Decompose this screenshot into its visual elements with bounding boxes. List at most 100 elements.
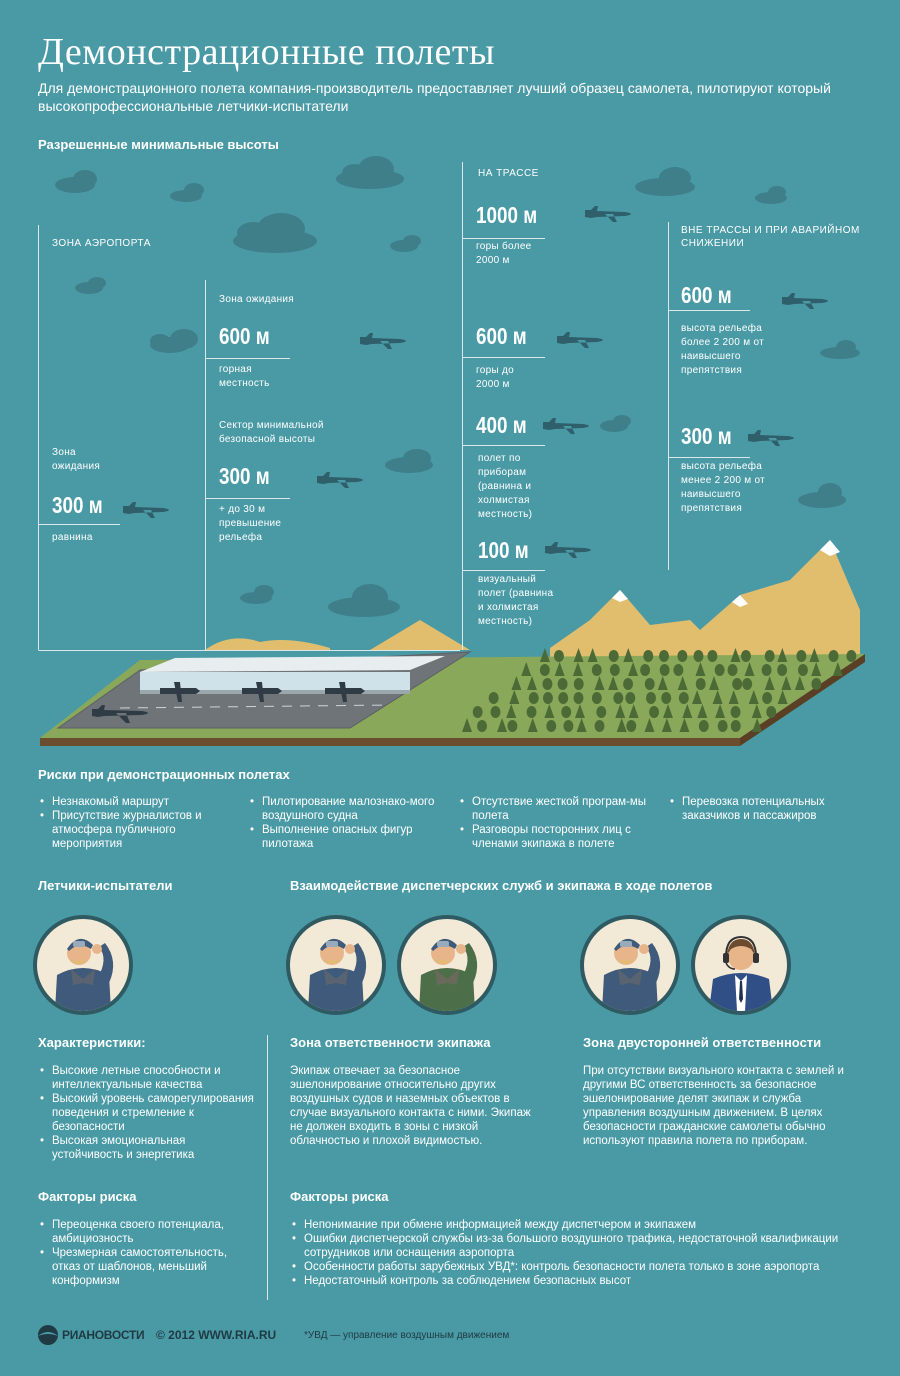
tree-icon [554, 662, 565, 676]
tree-icon [557, 678, 568, 690]
shared-zone-heading: Зона двусторонней ответственности [583, 1035, 822, 1050]
tree-icon [643, 650, 654, 662]
tree-icon [573, 692, 584, 704]
tree-icon [761, 664, 772, 676]
holding-altitude: 300 м [52, 492, 103, 518]
interaction-heading: Взаимодействие диспетчерских служб и эки… [290, 878, 713, 893]
tree-icon [712, 690, 723, 704]
tree-icon [553, 650, 564, 662]
msa-sector-altitude: 300 м [219, 463, 270, 489]
risks-column-4: Перевозка потенциальных заказчиков и пас… [668, 795, 868, 823]
tree-icon [740, 650, 751, 662]
risk-factor-item: Ошибки диспетчерской службы из-за большо… [290, 1232, 880, 1260]
off-route-altitude-1: 600 м [681, 282, 732, 308]
risk-item: Выполнение опасных фигур пилотажа [248, 823, 438, 851]
tree-icon [591, 692, 602, 704]
footnote: *УВД — управление воздушным движением [304, 1330, 510, 1341]
controller-avatar [691, 915, 791, 1015]
tree-icon [777, 648, 788, 662]
risk-factor-item: Переоценка своего потенциала, амбициозно… [38, 1218, 258, 1246]
interaction-risk-list: Непонимание при обмене информацией между… [290, 1218, 880, 1288]
crew-zone-text: Экипаж отвечает за безопасное эшелониров… [290, 1065, 531, 1147]
tree-icon [628, 662, 639, 676]
forest [462, 648, 857, 732]
characteristic-item: Высокий уровень саморегулирования поведе… [38, 1092, 258, 1134]
shared-zone-text: При отсутствии визуального контакта с зе… [583, 1065, 844, 1147]
characteristics-heading: Характеристики: [38, 1035, 146, 1050]
tree-icon [742, 678, 753, 690]
tree-icon [777, 664, 788, 676]
tree-icon [609, 664, 620, 676]
tree-icon [594, 720, 605, 732]
tree-icon [587, 648, 598, 662]
tree-icon [542, 678, 553, 690]
characteristics-list: Высокие летные способности и интеллектуа… [38, 1064, 258, 1162]
tree-icon [546, 720, 557, 732]
risks-column-3: Отсутствие жесткой програм-мы полета Раз… [458, 795, 653, 851]
holding-zone-note: горная местность [219, 364, 270, 389]
tree-icon [764, 650, 775, 662]
tree-icon [698, 720, 709, 732]
tree-icon [709, 676, 720, 690]
tree-icon [748, 690, 759, 704]
tree-icon [527, 718, 538, 732]
ria-logo-text: РИАНОВОСТИ [62, 1328, 145, 1342]
tree-icon [608, 676, 619, 690]
mountains [205, 540, 860, 660]
route-altitude-2: 600 м [476, 323, 527, 349]
risk-factor-item: Непонимание при обмене информацией между… [290, 1218, 880, 1232]
tree-icon [662, 704, 673, 718]
tree-icon [727, 664, 738, 676]
off-route-note-2: высота рельефа менее 2 200 м от наивысше… [681, 461, 766, 514]
tree-icon [628, 704, 639, 718]
risks-column-2: Пилотирование малознако-мого воздушного … [248, 795, 438, 851]
tree-icon [613, 692, 624, 704]
tree-icon [511, 676, 522, 690]
tree-icon [509, 690, 520, 704]
tree-icon [490, 706, 501, 718]
tree-icon [477, 720, 488, 732]
tree-icon [507, 720, 518, 732]
off-route-label: ВНЕ ТРАССЫ И ПРИ АВАРИЙНОМ СНИЖЕНИИ [681, 225, 860, 249]
crew-zone-heading: Зона ответственности экипажа [290, 1035, 491, 1050]
tree-icon [846, 650, 857, 662]
test-pilot-avatar [33, 915, 133, 1015]
tree-icon [640, 664, 651, 676]
tree-icon [677, 650, 688, 662]
tree-icon [797, 664, 808, 676]
guide-lines [38, 162, 750, 651]
tree-icon [715, 704, 726, 718]
tree-icon [649, 706, 660, 718]
tree-icon [658, 650, 669, 662]
tree-icon [462, 718, 473, 732]
copyright: © 2012 WWW.RIA.RU [156, 1328, 277, 1342]
tree-icon [682, 704, 693, 718]
tree-icon [796, 650, 807, 662]
tree-icon [561, 706, 572, 718]
page-title: Демонстрационные полеты [38, 31, 495, 73]
holding-zone-altitude: 600 м [219, 323, 270, 349]
tree-icon [811, 678, 822, 690]
tree-icon [558, 692, 569, 704]
tree-icon [539, 648, 550, 662]
off-route-altitude-2: 300 м [681, 423, 732, 449]
tree-icon [661, 718, 672, 732]
clouds [55, 156, 860, 617]
tree-icon [781, 676, 792, 690]
tree-icon [661, 692, 672, 704]
tree-icon [730, 720, 741, 732]
tree-icon [752, 718, 763, 732]
tree-icon [794, 676, 805, 690]
pilot-icon [55, 938, 114, 1011]
tree-icon [526, 676, 537, 690]
tree-icon [506, 704, 517, 718]
tree-icon [657, 676, 668, 690]
tree-icon [762, 692, 773, 704]
route-altitude-4: 100 м [478, 537, 529, 563]
tree-icon [677, 676, 688, 690]
airplane-icons [123, 206, 828, 558]
risk-item: Отсутствие жесткой програм-мы полета [458, 795, 653, 823]
interaction-risk-heading: Факторы риска [290, 1189, 389, 1204]
tree-icon [679, 718, 690, 732]
tree-icon [563, 720, 574, 732]
